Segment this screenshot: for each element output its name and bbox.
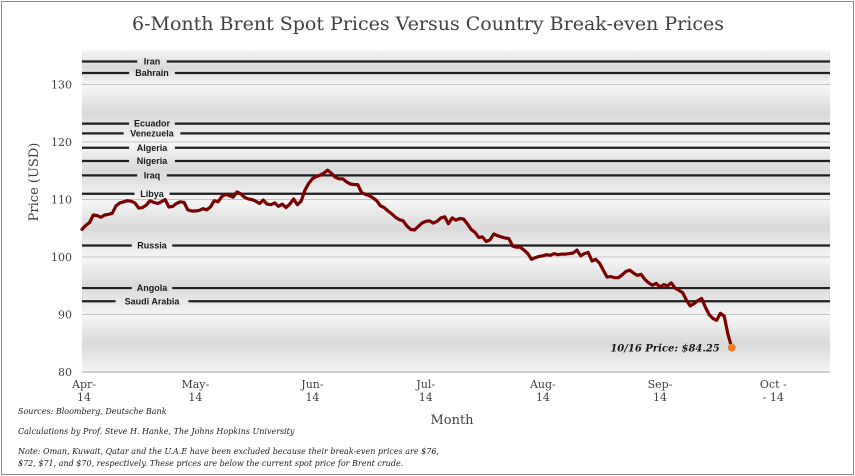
plot-band	[82, 257, 830, 315]
y-tick-label-110: 110	[51, 194, 72, 207]
breakeven-label-libya: Libya	[140, 189, 165, 199]
y-axis-title: Price (USD)	[27, 143, 42, 222]
y-tick-label-120: 120	[51, 136, 72, 149]
exclusion-note-line1: Note: Oman, Kuwait, Qatar and the U.A.E …	[17, 447, 439, 456]
breakeven-label-russia: Russia	[137, 241, 168, 251]
x-tick-year-0: 14	[77, 391, 91, 404]
y-axis-ticks: 80 90 100 110 120 130	[51, 79, 72, 380]
x-tick-year-1: 14	[188, 391, 202, 404]
x-tick-year-2: 14	[305, 391, 319, 404]
y-tick-label-100: 100	[51, 251, 72, 264]
plot-background	[82, 50, 830, 372]
x-tick-label-0: Apr-	[71, 378, 96, 391]
y-tick-label-130: 130	[51, 79, 72, 92]
exclusion-note-line2: $72, $71, and $70, respectively. These p…	[18, 459, 403, 468]
x-tick-year-5: 14	[653, 391, 667, 404]
plot-band	[82, 142, 830, 200]
x-tick-year-6: - 14	[763, 391, 784, 404]
x-tick-year-3: 14	[419, 391, 433, 404]
breakeven-label-nigeria: Nigeria	[137, 156, 169, 166]
plot-band	[82, 199, 830, 257]
final-price-marker	[727, 343, 736, 352]
chart-title: 6-Month Brent Spot Prices Versus Country…	[132, 13, 724, 35]
plot-band	[82, 314, 830, 372]
breakeven-label-iran: Iran	[144, 57, 161, 67]
sources-note: Sources: Bloomberg, Deutsche Bank	[18, 407, 167, 416]
breakeven-label-iraq: Iraq	[144, 170, 161, 180]
y-tick-label-80: 80	[58, 366, 72, 379]
plot-band	[82, 50, 830, 85]
x-tick-label-5: Sep-	[648, 378, 673, 391]
y-tick-label-90: 90	[58, 309, 72, 322]
x-tick-label-6: Oct -	[760, 378, 787, 391]
x-axis-title: Month	[430, 413, 474, 428]
breakeven-label-algeria: Algeria	[137, 143, 169, 153]
x-tick-label-1: May-	[181, 378, 209, 391]
breakeven-label-saudi-arabia: Saudi Arabia	[125, 296, 181, 306]
x-tick-label-3: Jul-	[415, 378, 435, 391]
final-price-label: 10/16 Price: $84.25	[610, 344, 719, 355]
x-axis-ticks: Apr-14May-14Jun-14Jul-14Aug-14Sep-14Oct …	[71, 378, 787, 404]
breakeven-label-venezuela: Venezuela	[130, 128, 175, 138]
brent-price-line	[80, 168, 734, 350]
x-tick-label-2: Jun-	[300, 378, 324, 391]
x-tick-label-4: Aug-	[529, 378, 556, 391]
x-tick-year-4: 14	[536, 391, 550, 404]
calculations-note: Calculations by Prof. Steve H. Hanke, Th…	[18, 427, 295, 436]
breakeven-label-ecuador: Ecuador	[134, 119, 171, 129]
breakeven-label-bahrain: Bahrain	[135, 68, 169, 78]
breakeven-label-angola: Angola	[137, 283, 168, 293]
